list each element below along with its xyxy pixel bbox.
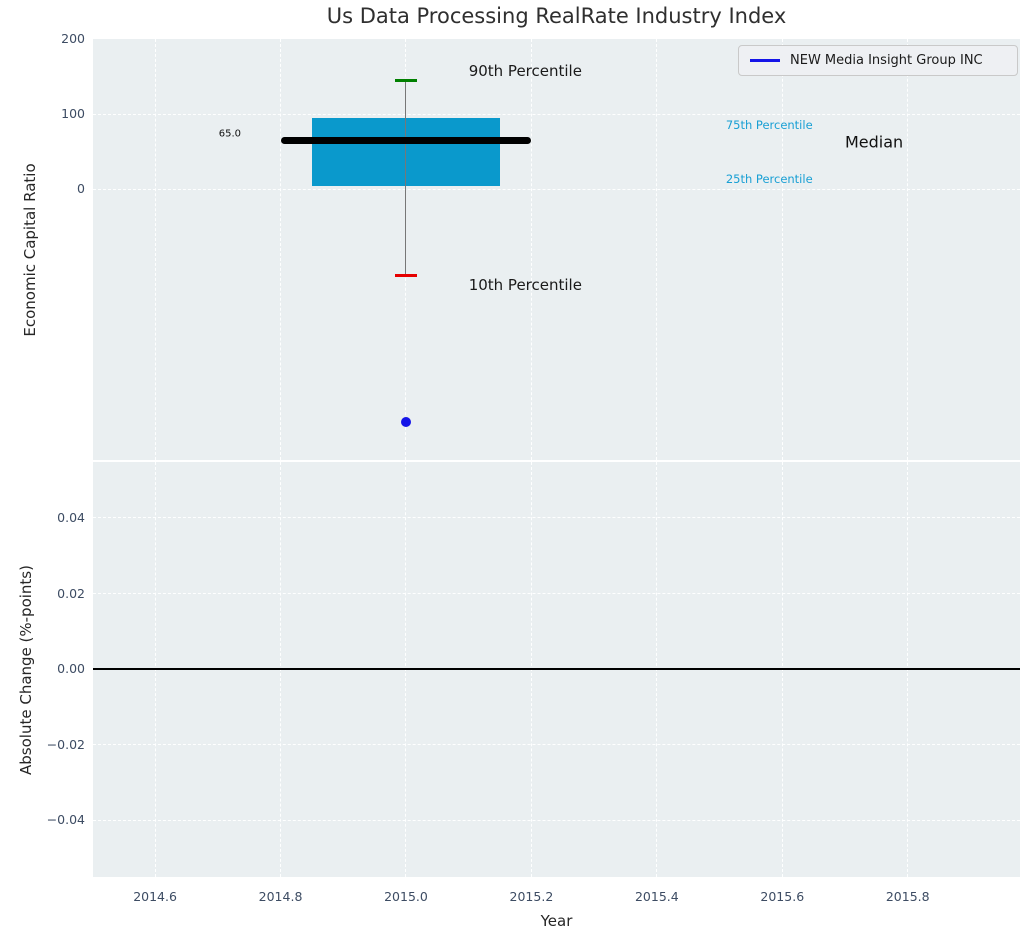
x-gridline [781,39,783,460]
whisker-cap-10th [394,274,417,278]
x-gridline [530,39,532,460]
legend-box: NEW Media Insight Group INC [738,45,1018,76]
x-tick-label: 2015.2 [509,889,554,904]
y-tick-label: 100 [61,106,85,122]
whisker-cap-90th [394,78,417,82]
y-tick-label: 0 [77,181,85,197]
top-axes-economic-capital-ratio [93,39,1020,460]
x-gridline [154,39,156,460]
x-tick-label: 2015.4 [634,889,679,904]
x-gridline [656,39,658,460]
x-tick-label: 2014.8 [258,889,303,904]
x-axis-label: Year [540,912,573,930]
y-gridline [93,819,1020,821]
y-tick-label: 0.02 [57,585,85,601]
y-tick-label: 0.00 [57,661,85,677]
x-tick-label: 2014.6 [133,889,177,904]
y-gridline [93,593,1020,595]
y-gridline [93,744,1020,746]
legend-series-label: NEW Media Insight Group INC [790,53,983,68]
y-tick-label: −0.04 [46,812,85,828]
y-gridline [93,188,1020,190]
whisker-line [405,80,407,276]
annotation-75th-percentile: 75th Percentile [725,117,813,132]
zero-baseline [93,668,1020,670]
annotation-10th-percentile: 10th Percentile [468,275,582,294]
legend-line-icon [750,59,780,62]
y-gridline [93,517,1020,519]
x-tick-label: 2015.0 [384,889,428,904]
x-tick-label: 2015.8 [885,889,930,904]
annotation-median: Median [845,132,904,152]
x-gridline [907,39,909,460]
chart-title: Us Data Processing RealRate Industry Ind… [326,4,787,28]
y-tick-label: −0.02 [46,736,85,752]
annotation-65-0: 65.0 [218,128,242,140]
x-gridline [280,39,282,460]
company-data-point [400,417,411,428]
median-line [280,136,532,144]
annotation-25th-percentile: 25th Percentile [725,171,813,186]
x-tick-label: 2015.6 [760,889,805,904]
y-tick-label: 0.04 [57,509,85,525]
y-tick-label: 200 [61,31,85,46]
y-gridline [93,113,1020,115]
annotation-90th-percentile: 90th Percentile [468,62,582,81]
